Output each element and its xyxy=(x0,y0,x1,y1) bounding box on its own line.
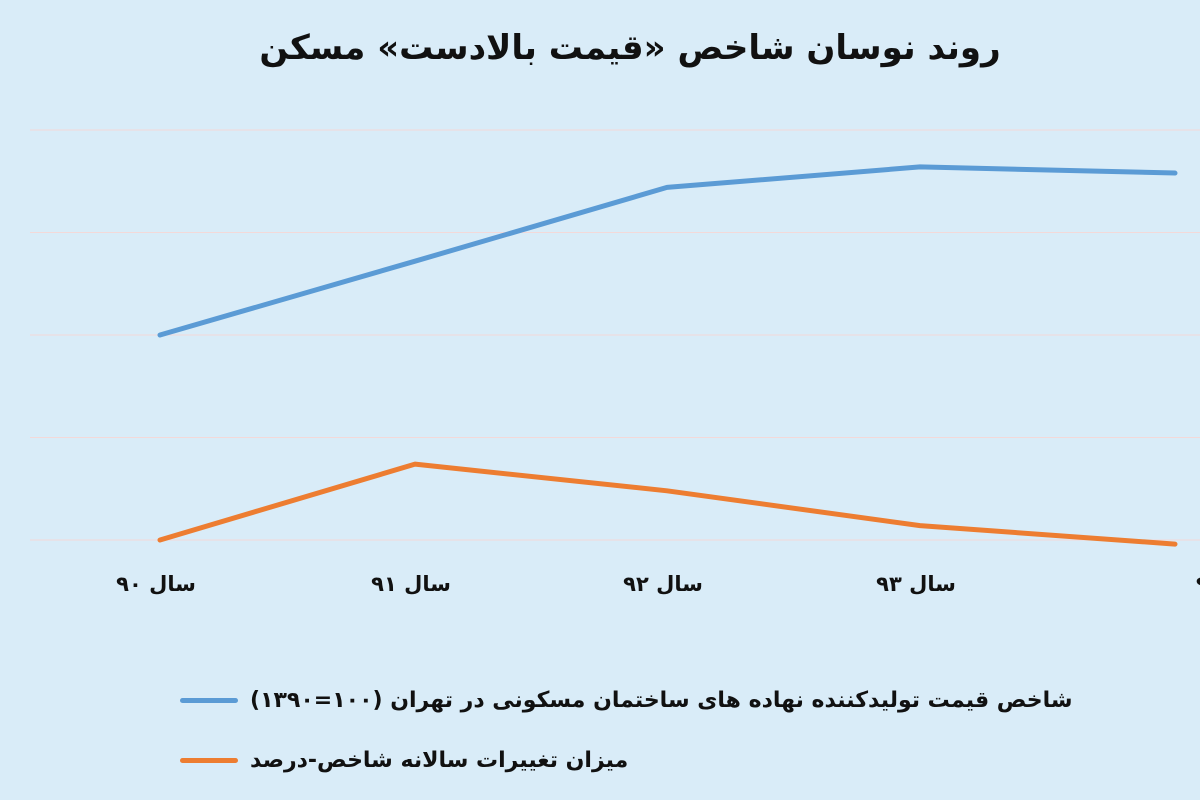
x-tick-label: سال ۹۳ xyxy=(876,572,956,596)
x-tick-label: سال ۹۴ xyxy=(1196,572,1200,596)
legend-item-change: میزان تغییرات سالانه شاخص-درصد xyxy=(180,740,628,780)
legend-label-index: شاخص قیمت تولیدکننده نهاده های ساختمان م… xyxy=(250,687,1073,713)
x-tick-label: سال ۹۲ xyxy=(623,572,703,596)
x-tick-label: سال ۹۰ xyxy=(116,572,196,596)
legend-label-change: میزان تغییرات سالانه شاخص-درصد xyxy=(250,747,629,773)
legend-item-index: شاخص قیمت تولیدکننده نهاده های ساختمان م… xyxy=(180,680,1073,720)
series-line-1 xyxy=(157,461,1178,547)
legend-swatch-change xyxy=(180,757,238,763)
x-tick-label: سال ۹۱ xyxy=(371,572,451,596)
x-axis-ticks: سال ۹۰ سال ۹۱ سال ۹۲ سال ۹۳ سال ۹۴ xyxy=(116,572,1200,596)
series-line-0 xyxy=(157,164,1178,338)
legend-swatch-index xyxy=(180,697,238,703)
gridlines xyxy=(30,129,1200,541)
chart-title: روند نوسان شاخص «قیمت بالادست» مسکن xyxy=(259,28,1001,68)
series-lines xyxy=(157,164,1178,547)
